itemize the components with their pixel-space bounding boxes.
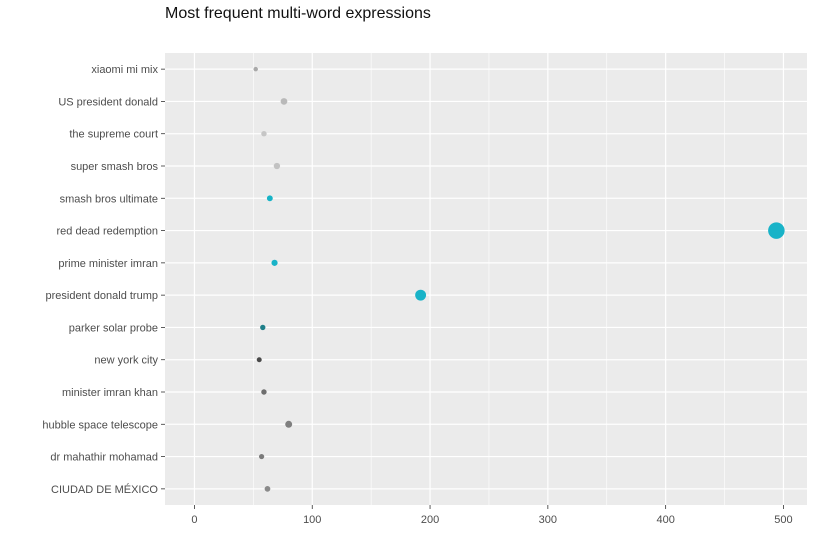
data-point <box>280 98 288 105</box>
data-point <box>256 357 262 363</box>
chart-title: Most frequent multi-word expressions <box>165 5 431 22</box>
x-tick-label: 100 <box>303 514 321 526</box>
x-tick-label: 500 <box>774 514 792 526</box>
x-tick-label: 200 <box>421 514 439 526</box>
x-tick-label: 0 <box>191 514 197 526</box>
data-point <box>271 259 278 266</box>
data-point <box>285 420 293 428</box>
data-point <box>415 289 427 301</box>
data-point <box>266 195 273 202</box>
y-tick-label: president donald trump <box>45 290 158 302</box>
data-point <box>273 162 281 170</box>
data-point <box>261 130 267 137</box>
y-tick-label: new york city <box>94 355 158 367</box>
data-point <box>261 389 267 395</box>
y-tick-label: super smash bros <box>71 161 159 173</box>
y-tick-label: the supreme court <box>69 129 158 141</box>
y-tick-label: parker solar probe <box>69 322 158 334</box>
data-point <box>260 324 266 331</box>
data-point <box>258 453 265 460</box>
y-tick-label: CIUDAD DE MÉXICO <box>51 483 158 496</box>
data-point <box>264 485 271 492</box>
minor-gridlines <box>253 53 725 505</box>
major-gridlines <box>165 53 807 505</box>
data-point <box>768 222 785 239</box>
data-points <box>253 66 785 492</box>
y-tick-label: minister imran khan <box>62 387 158 399</box>
x-axis-labels: 0 100 200 300 400 500 <box>191 505 793 526</box>
y-tick-label: US president donald <box>58 96 158 108</box>
x-tick-label: 400 <box>656 514 674 526</box>
y-axis-labels: xiaomi mi mix US president donald the supr… <box>42 64 165 496</box>
y-tick-label: prime minister imran <box>58 258 158 270</box>
data-point <box>253 66 258 72</box>
y-tick-label: hubble space telescope <box>42 419 158 431</box>
y-tick-label: xiaomi mi mix <box>91 64 158 76</box>
y-tick-label: red dead redemption <box>56 226 158 238</box>
y-tick-label: dr mahathir mohamad <box>50 452 158 464</box>
plot-panel <box>165 53 807 505</box>
y-tick-label: smash bros ultimate <box>60 193 158 205</box>
x-tick-label: 300 <box>539 514 557 526</box>
